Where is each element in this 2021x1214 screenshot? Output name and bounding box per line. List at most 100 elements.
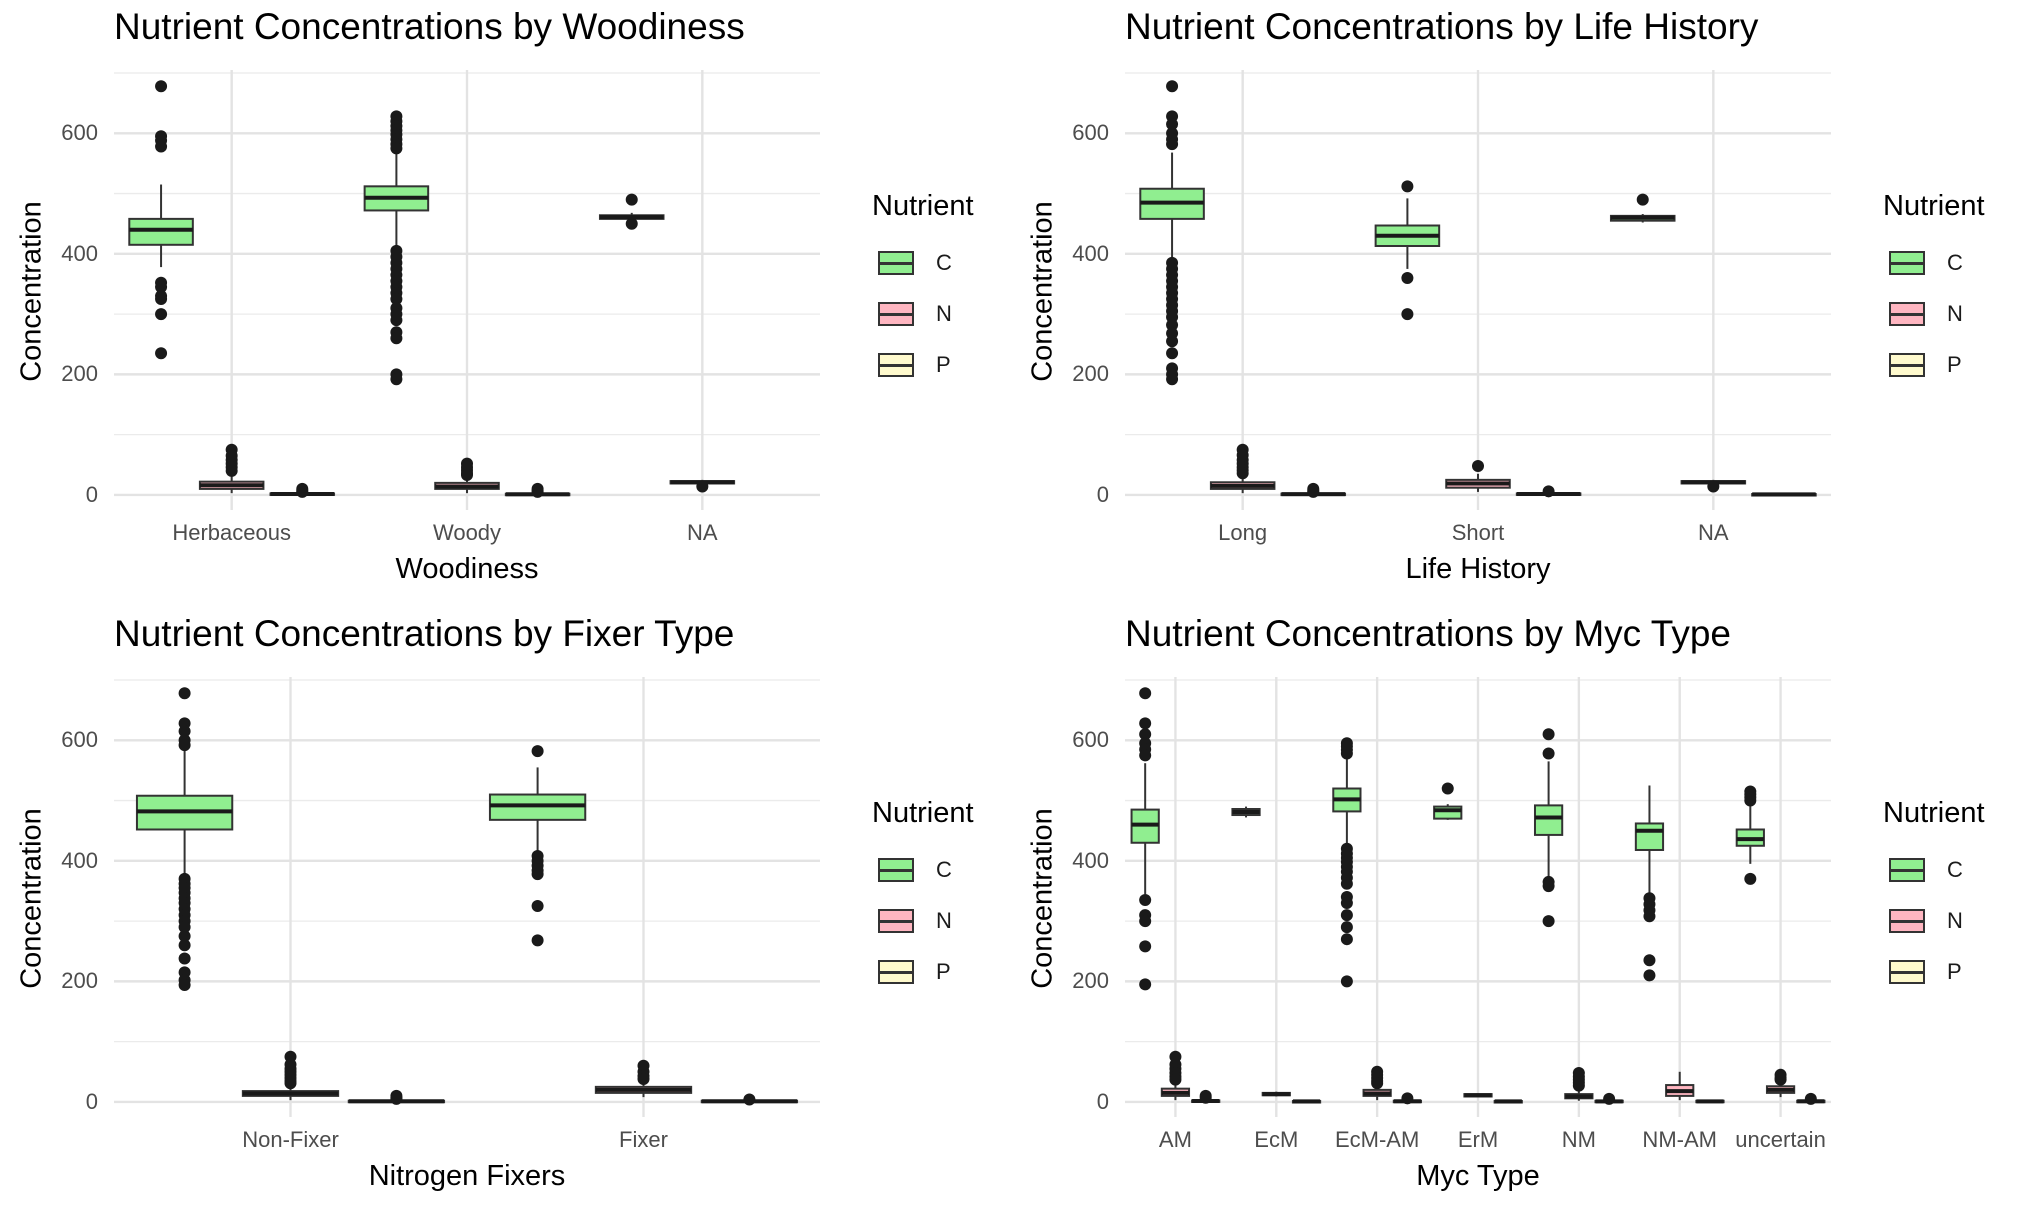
legend-label: C [936, 249, 952, 275]
boxplot-AM-N [1160, 1050, 1191, 1101]
boxplot-NA-P [1751, 492, 1817, 497]
legend-item-P: P [872, 946, 974, 997]
outlier-point [1804, 1092, 1817, 1105]
boxplot-Woody-C [363, 110, 430, 386]
legend-label: C [1947, 856, 1963, 882]
outlier-point [625, 193, 638, 206]
boxplot-Long-N [1209, 443, 1276, 494]
outlier-point [1401, 180, 1414, 193]
y-tick-label: 400 [61, 847, 98, 873]
outlier-point [178, 687, 191, 700]
outlier-point [1340, 877, 1353, 890]
outlier-point [696, 480, 709, 493]
legend: Nutrient C N P [1883, 190, 1985, 390]
outlier-point [1139, 915, 1152, 928]
outlier-point [1340, 747, 1353, 760]
outlier-point [178, 725, 191, 738]
boxplot-NA-N [1680, 479, 1747, 493]
outlier-point [1340, 921, 1353, 934]
boxplot-NM-AM-P [1695, 1099, 1725, 1104]
y-axis-label: Concentration [1026, 808, 1059, 989]
outlier-point [1401, 271, 1414, 284]
outlier-point [461, 469, 473, 482]
outlier-point [1744, 872, 1757, 885]
x-tick-label: NA [687, 520, 718, 545]
outlier-point [1401, 1092, 1414, 1105]
boxplot-uncertain-C [1735, 785, 1765, 885]
outlier-point [1774, 1073, 1787, 1086]
legend-label: N [1947, 907, 1963, 933]
x-tick-label: Short [1451, 520, 1505, 545]
legend-label: C [936, 856, 952, 882]
boxplot-uncertain-N [1765, 1068, 1796, 1098]
outlier-point [1307, 485, 1320, 498]
outlier-point [1166, 373, 1179, 386]
outlier-point [225, 464, 238, 477]
boxplot-Non-Fixer-N [241, 1050, 340, 1101]
legend-item-N: N [1883, 895, 1985, 946]
legend-title: Nutrient [872, 190, 974, 222]
boxplot-EcM-P [1291, 1099, 1322, 1104]
outlier-point [1166, 347, 1179, 360]
legend-item-N: N [1883, 288, 1985, 339]
outlier-point [743, 1093, 756, 1106]
outlier-point [1340, 975, 1353, 988]
y-axis-label: Concentration [1026, 201, 1059, 382]
boxplot-Non-Fixer-C [135, 687, 234, 991]
boxplot-uncertain-P [1796, 1092, 1826, 1105]
outlier-point [1340, 933, 1353, 946]
outlier-point [155, 347, 168, 360]
outlier-point [531, 485, 544, 498]
boxplot-Fixer-P [700, 1093, 799, 1106]
legend-label: N [936, 907, 952, 933]
y-tick-label: 200 [1072, 968, 1109, 994]
outlier-point [1572, 1079, 1585, 1092]
outlier-point [1744, 794, 1757, 807]
y-tick-label: 600 [1072, 120, 1109, 146]
outlier-point [1199, 1091, 1212, 1104]
legend-title: Nutrient [872, 797, 974, 829]
x-tick-label: Long [1218, 520, 1268, 545]
boxplot-NM-AM-C [1634, 785, 1665, 982]
legend-item-P: P [1883, 339, 1985, 390]
outlier-point [637, 1073, 650, 1086]
x-tick-label: NA [1698, 520, 1729, 545]
outlier-point [1401, 308, 1414, 321]
legend-item-C: C [872, 844, 974, 895]
outlier-point [1636, 193, 1649, 206]
legend-item-N: N [872, 288, 974, 339]
chart-panel-life-history: Nutrient Concentrations by Life History … [1011, 0, 2021, 607]
outlier-point [1166, 118, 1179, 131]
boxplot-NA-C [598, 193, 665, 230]
outlier-point [1139, 717, 1152, 730]
x-axis-label: Myc Type [1416, 1160, 1540, 1192]
outlier-point [1139, 749, 1152, 762]
plot-area [114, 677, 820, 1117]
legend-key [878, 244, 914, 281]
boxplot-EcM-AM-N [1362, 1065, 1392, 1101]
outlier-point [1139, 687, 1152, 700]
outlier-point [1371, 1077, 1384, 1090]
x-tick-label: NM-AM [1642, 1127, 1717, 1152]
outlier-point [390, 332, 403, 345]
boxplot-Short-N [1445, 460, 1511, 492]
legend-title: Nutrient [1883, 797, 1985, 829]
chart-panel-myc-type: Nutrient Concentrations by Myc Type Conc… [1011, 607, 2021, 1214]
x-axis-label: Woodiness [395, 553, 539, 585]
legend: Nutrient C N P [1883, 797, 1985, 997]
chart-panel-woodiness: Nutrient Concentrations by Woodiness Con… [0, 0, 1010, 607]
legend-label: N [1947, 300, 1963, 326]
chart-title: Nutrient Concentrations by Myc Type [1125, 613, 1731, 654]
boxplot-Long-C [1139, 80, 1205, 386]
y-tick-label: 200 [61, 361, 98, 387]
outlier-point [178, 979, 191, 991]
x-axis-label: Nitrogen Fixers [368, 1160, 566, 1192]
outlier-point [1707, 480, 1720, 493]
legend-title: Nutrient [1883, 190, 1985, 222]
boxplot-Herbaceous-N [198, 443, 265, 494]
legend-key [878, 902, 914, 939]
boxplot-Short-C [1374, 180, 1441, 321]
chart-title: Nutrient Concentrations by Fixer Type [114, 613, 735, 654]
plot-area [114, 70, 820, 510]
box [1533, 804, 1564, 836]
